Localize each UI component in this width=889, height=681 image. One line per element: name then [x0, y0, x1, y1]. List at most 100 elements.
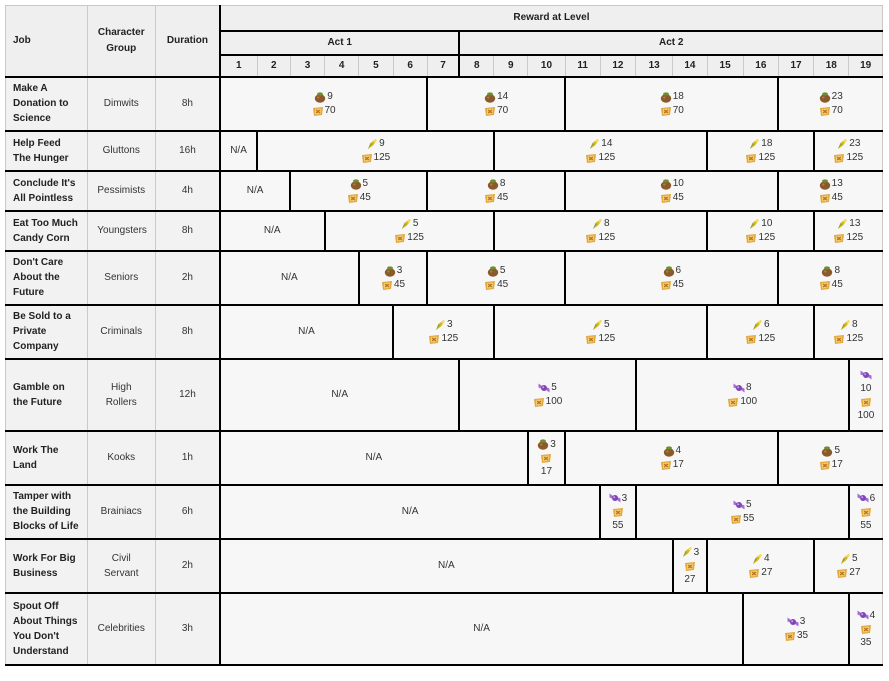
- reward-amount: 5: [551, 382, 557, 393]
- character-group-label: Criminals: [100, 326, 143, 337]
- character-group: Celebrities: [86, 592, 156, 665]
- reward-amount: 3: [396, 265, 403, 276]
- reward-cell: 4 35: [847, 592, 883, 665]
- xp-token-icon: [394, 232, 406, 244]
- xp-token-icon: [730, 513, 742, 525]
- reward-cell: 3 55: [599, 484, 637, 539]
- reward-amount: 10: [860, 382, 872, 394]
- money-bag-icon: [314, 91, 326, 103]
- candy-corn-icon: [366, 138, 378, 150]
- character-group: High Rollers: [86, 358, 156, 431]
- level-18-header: 18: [813, 54, 850, 77]
- duration: 6h: [154, 484, 221, 539]
- xp-amount: 125: [846, 232, 864, 243]
- money-bag-icon: [821, 265, 833, 277]
- money-bag-icon: [487, 265, 499, 277]
- xp-token-icon: [833, 152, 845, 164]
- table-row: Make A Donation to Science Dimwits 8h 9 70 14…: [5, 76, 884, 131]
- candy-corn-icon: [681, 546, 693, 558]
- header-reward-at-level: Reward at Level: [218, 5, 883, 32]
- reward-amount: 13: [831, 178, 843, 189]
- candy-corn-icon: [591, 319, 603, 331]
- money-bag-icon: [819, 178, 831, 190]
- candy-corn-icon: [751, 319, 763, 331]
- reward-amount: 6: [869, 492, 876, 504]
- xp-amount: 125: [758, 232, 776, 243]
- character-group: Dimwits: [86, 76, 156, 131]
- candy-corn-icon: [434, 319, 446, 331]
- reward-cell: 13 45: [777, 170, 884, 211]
- character-group: Criminals: [86, 304, 156, 359]
- character-group: Civil Servant: [86, 538, 156, 593]
- reward-cell: 5 125: [323, 210, 495, 251]
- xp-token-icon: [585, 152, 597, 164]
- table-row: Help Feed The Hunger Gluttons 16h N/A 9 125 14…: [5, 130, 883, 171]
- table-row: Conclude It's All Pointless Pessimists 4h N…: [5, 170, 884, 211]
- xp-token-icon: [428, 333, 440, 345]
- reward-cell: 6 45: [564, 250, 779, 305]
- character-group: Youngsters: [86, 210, 156, 251]
- xp-token-icon: [540, 452, 552, 464]
- xp-amount: 27: [684, 574, 696, 585]
- money-bag-icon: [537, 438, 549, 450]
- reward-amount: 5: [834, 445, 840, 456]
- xp-token-icon: [660, 279, 672, 291]
- reward-cell: 10 45: [564, 170, 779, 211]
- reward-amount: 9: [327, 91, 333, 102]
- reward-amount: 5: [604, 319, 610, 330]
- reward-cell: 14 125: [492, 130, 708, 171]
- level-7-header: 7: [426, 54, 460, 77]
- candy-corn-icon: [839, 319, 851, 331]
- money-bag-icon: [663, 445, 675, 457]
- character-group-label: Dimwits: [103, 98, 139, 109]
- not-available-cell: N/A: [218, 210, 326, 251]
- reward-amount: 5: [362, 178, 369, 189]
- reward-cell: 5 27: [812, 538, 883, 593]
- money-bag-icon: [350, 178, 362, 190]
- xp-amount: 70: [497, 105, 509, 116]
- reward-cell: 3 125: [392, 304, 495, 359]
- money-bag-icon: [484, 91, 496, 103]
- xp-token-icon: [748, 567, 760, 579]
- header-duration: Duration: [154, 5, 221, 77]
- job-name: Help Feed The Hunger: [5, 130, 88, 171]
- reward-amount: 5: [745, 499, 752, 510]
- money-bag-icon: [487, 178, 499, 190]
- character-group-label: Seniors: [104, 272, 139, 283]
- xp-token-icon: [361, 152, 373, 164]
- reward-amount: 5: [499, 265, 506, 276]
- header-job: Job: [5, 5, 88, 77]
- xp-amount: 55: [743, 513, 755, 524]
- job-name: Eat Too Much Candy Corn: [5, 210, 88, 251]
- character-group-label: Pessimists: [97, 185, 146, 196]
- xp-amount: 35: [860, 637, 872, 648]
- level-17-header: 17: [777, 54, 815, 77]
- not-available-cell: N/A: [218, 170, 291, 211]
- xp-token-icon: [727, 396, 739, 408]
- xp-amount: 45: [672, 279, 684, 290]
- level-9-header: 9: [493, 54, 529, 77]
- reward-amount: 4: [764, 553, 770, 564]
- xp-token-icon: [484, 105, 496, 117]
- xp-amount: 70: [672, 105, 684, 116]
- xp-token-icon: [612, 506, 624, 518]
- level-13-header: 13: [635, 54, 674, 77]
- reward-cell: 9 125: [256, 130, 495, 171]
- duration: 8h: [154, 304, 221, 359]
- reward-amount: 4: [869, 609, 876, 621]
- candy-corn-icon: [748, 218, 760, 230]
- candy-corn-icon: [588, 138, 600, 150]
- reward-cell: 23 125: [812, 130, 883, 171]
- reward-amount: 6: [675, 265, 682, 276]
- reward-cell: 23 70: [777, 76, 884, 131]
- duration: 2h: [154, 538, 221, 593]
- wrapped-candy-icon: [733, 499, 745, 511]
- table-row: Gamble on the Future High Rollers 12h N/A 5 1…: [5, 358, 883, 431]
- xp-token-icon: [484, 279, 496, 291]
- candy-corn-icon: [591, 218, 603, 230]
- reward-amount: 23: [849, 138, 861, 149]
- duration: 16h: [154, 130, 221, 171]
- level-3-header: 3: [289, 54, 326, 77]
- xp-amount: 17: [831, 459, 843, 470]
